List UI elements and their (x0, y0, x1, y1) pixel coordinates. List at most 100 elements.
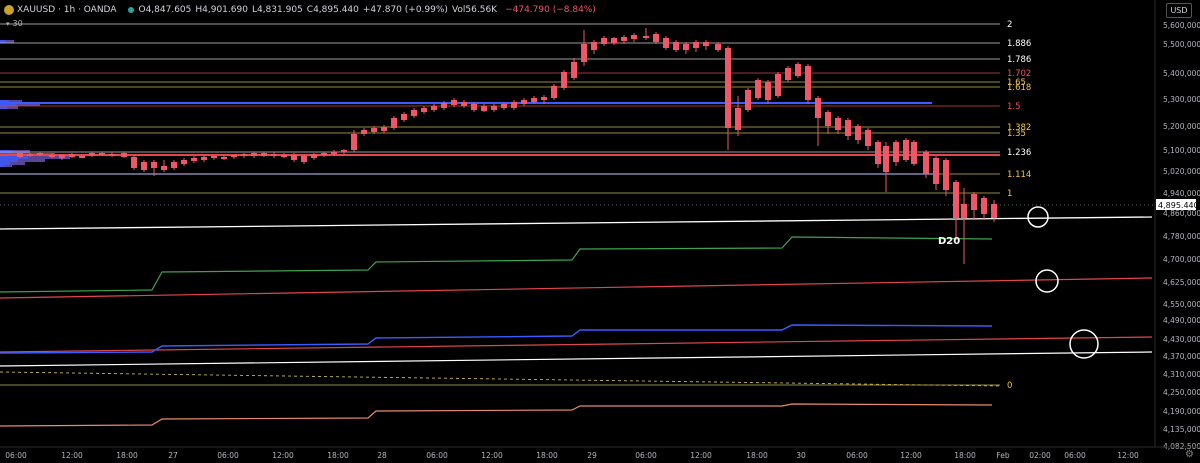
fib-level-label: 1.618 (1007, 83, 1031, 93)
candle-body (571, 62, 577, 78)
price-tick: 4,700,000 (1163, 255, 1200, 264)
price-tick: 5,020,000 (1163, 167, 1200, 176)
indicator-toggle[interactable]: ▾ 30 (6, 19, 23, 28)
ohlc-high: H4,901.690 (195, 5, 248, 15)
dashed-baseline (0, 371, 1001, 387)
candle-body (991, 204, 997, 218)
volume-profile-bar-inner (0, 106, 8, 109)
price-tick: 4,860,000 (1163, 209, 1200, 218)
candle-body (381, 127, 387, 131)
candle-body (201, 157, 207, 160)
candle-body (211, 156, 217, 158)
candle-body (291, 155, 297, 160)
price-tick: 4,135,000 (1163, 425, 1200, 434)
fib-level-label: 1.35 (1007, 129, 1026, 139)
candle-body (171, 162, 177, 168)
fib-level-label: 1.236 (1007, 148, 1031, 158)
volume-profile-bar (0, 165, 12, 167)
marker-circle-2 (1035, 269, 1059, 293)
candle-body (441, 103, 447, 108)
volume-value: Vol56.56K (451, 5, 498, 15)
candle-body (27, 154, 33, 156)
candle-body (411, 110, 417, 116)
price-tick: 4,190,000 (1163, 407, 1200, 416)
price-tick: 4,430,000 (1163, 335, 1200, 344)
volume-profile-bar-inner (0, 103, 16, 106)
candle-body (835, 118, 841, 130)
candle-body (251, 153, 257, 156)
candle-body (601, 38, 607, 44)
white-trendline-upper (0, 216, 1153, 230)
candle-body (663, 38, 669, 48)
symbol-header: XAUUSD · 1h · OANDA O4,847.605 H4,901.69… (4, 3, 596, 17)
time-axis[interactable]: 06:00 12:00 18:00 27 06:00 12:00 18:00 28 06:00 1… (0, 446, 1200, 460)
candle-body (943, 160, 949, 190)
white-trendline-lower (0, 351, 1153, 367)
currency-button[interactable]: USD (1166, 3, 1192, 18)
price-tick: 4,310,000 (1163, 370, 1200, 379)
price-tick: 4,780,000 (1163, 232, 1200, 241)
time-tick: 12:00 (61, 451, 83, 460)
candle-body (653, 34, 659, 42)
candle-body (981, 198, 987, 214)
time-tick: 30 (796, 451, 806, 460)
candle-body (893, 142, 899, 162)
time-tick: 18:00 (746, 451, 768, 460)
candle-body (725, 48, 731, 128)
time-tick: 06:00 (5, 451, 27, 460)
price-axis[interactable]: 5,600,000 5,500,000 5,400,000 5,300,000 5,20… (1154, 0, 1200, 451)
price-tick: 4,370,000 (1163, 352, 1200, 361)
fib-level-label: 1.5 (1007, 102, 1021, 112)
volume-profile-bar-inner (0, 162, 10, 165)
red-trendline-middle (0, 277, 1153, 299)
candle-body (591, 42, 597, 50)
candle-body (875, 142, 881, 164)
candle-body (49, 155, 55, 157)
indicator-count: 30 (12, 19, 23, 28)
symbol-name[interactable]: XAUUSD · 1h · OANDA (17, 5, 117, 15)
orange-step-line (0, 403, 993, 427)
settings-gear-icon[interactable]: ⚙ (1185, 449, 1194, 460)
time-tick: 18:00 (116, 451, 138, 460)
candle-body (785, 68, 791, 80)
volume-profile-bar-inner (0, 150, 12, 153)
price-tick: 5,300,000 (1163, 95, 1200, 104)
extra-change: −474.790 (−8.84%) (505, 5, 596, 15)
candle-body (845, 120, 851, 136)
volume-profile-bar (0, 106, 18, 109)
candle-body (491, 106, 497, 110)
candle-body (89, 153, 95, 156)
time-tick: 06:00 (217, 451, 239, 460)
price-tick: 5,400,000 (1163, 69, 1200, 78)
price-tick: 5,100,000 (1163, 146, 1200, 155)
gold-symbol-icon (4, 5, 14, 15)
candle-body (79, 156, 85, 158)
time-tick: 06:00 (1064, 451, 1086, 460)
volume-profile-bar-inner (0, 40, 6, 43)
candle-body (121, 153, 127, 157)
candle-body (541, 97, 547, 100)
candle-body (643, 36, 649, 38)
candle-body (301, 156, 307, 162)
volume-profile-bar-inner (0, 156, 28, 159)
marker-circle-1 (1027, 206, 1049, 228)
candle-body (855, 126, 861, 140)
time-tick: 27 (168, 451, 178, 460)
time-tick: 12:00 (1117, 451, 1139, 460)
candle-body (281, 155, 287, 157)
price-tick: 4,940,000 (1163, 189, 1200, 198)
candle-body (521, 100, 527, 104)
candle-body (361, 130, 367, 134)
candle-body (59, 155, 65, 158)
d20-label: D20 (938, 236, 960, 247)
time-tick: 02:00 (1029, 451, 1051, 460)
candlesticks (17, 28, 997, 264)
ohlc-close: C4,895.440 (306, 5, 359, 15)
volume-profile-bar (0, 162, 25, 165)
candle-body (37, 153, 43, 155)
candle-body (693, 42, 699, 48)
candle-body (501, 104, 507, 108)
candle-body (421, 108, 427, 112)
